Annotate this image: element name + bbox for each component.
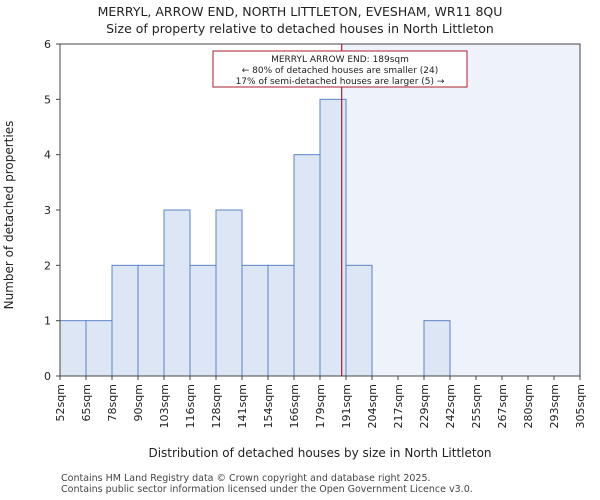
x-tick-label: 78sqm [106, 384, 119, 421]
bar-229sqm [423, 320, 451, 377]
bar-103sqm [163, 209, 191, 377]
annotation-line-2: ← 80% of detached houses are smaller (24… [242, 66, 439, 76]
y-axis-label: Number of detached properties [2, 121, 16, 310]
x-tick-label: 191sqm [340, 384, 353, 428]
y-tick-label: 1 [44, 315, 51, 328]
x-tick-label: 204sqm [366, 384, 379, 428]
y-tick-label: 2 [44, 259, 51, 272]
bars-group [59, 98, 451, 377]
y-tick-label: 6 [44, 38, 51, 51]
x-tick-label: 166sqm [288, 384, 301, 428]
x-tick-label: 154sqm [262, 384, 275, 428]
annotation-line-1: MERRYL ARROW END: 189sqm [271, 55, 409, 65]
bar-65sqm [85, 320, 113, 377]
footer-copyright: Contains HM Land Registry data © Crown c… [61, 473, 431, 484]
x-tick-label: 305sqm [574, 384, 587, 428]
annotation-line-3: 17% of semi-detached houses are larger (… [236, 77, 445, 87]
x-ticks-group: 52sqm 65sqm 78sqm 90sqm 103sqm 116sqm 128sqm 14… [54, 376, 587, 428]
x-tick-label: 179sqm [314, 384, 327, 428]
x-tick-label: 52sqm [54, 384, 67, 421]
chart-title: MERRYL, ARROW END, NORTH LITTLETON, EVES… [97, 4, 503, 19]
annotation-box [212, 50, 468, 88]
bar-78sqm [111, 264, 139, 377]
y-tick-label: 3 [44, 204, 51, 217]
bar-116sqm [189, 264, 217, 377]
bar-141sqm [241, 264, 269, 377]
chart-subtitle: Size of property relative to detached ho… [106, 21, 494, 36]
y-tick-label: 4 [44, 149, 51, 162]
property-annotation: MERRYL ARROW END: 189sqm ← 80% of detach… [212, 50, 468, 88]
x-tick-label: 293sqm [548, 384, 561, 428]
x-tick-label: 116sqm [184, 384, 197, 428]
x-tick-label: 280sqm [522, 384, 535, 428]
x-tick-label: 242sqm [444, 384, 457, 428]
x-tick-label: 255sqm [470, 384, 483, 428]
x-tick-label: 65sqm [80, 384, 93, 421]
x-tick-label: 229sqm [418, 384, 431, 428]
footer-licence: Contains public sector information licen… [61, 484, 473, 495]
x-tick-label: 103sqm [158, 384, 171, 428]
x-axis-label: Distribution of detached houses by size … [148, 446, 491, 460]
y-tick-label: 0 [44, 370, 51, 383]
x-tick-label: 128sqm [210, 384, 223, 428]
x-tick-label: 217sqm [392, 384, 405, 428]
x-tick-label: 267sqm [496, 384, 509, 428]
bar-90sqm [137, 264, 165, 377]
bar-52sqm [59, 320, 87, 377]
bar-166sqm [293, 154, 321, 377]
x-tick-label: 141sqm [236, 384, 249, 428]
y-ticks-group: 0 1 2 3 4 5 6 [44, 38, 60, 383]
bar-154sqm [267, 264, 295, 377]
x-tick-label: 90sqm [132, 384, 145, 421]
bar-191sqm [345, 264, 373, 377]
larger-properties-region [341, 44, 580, 376]
y-tick-label: 5 [44, 93, 51, 106]
bar-128sqm [215, 209, 243, 377]
